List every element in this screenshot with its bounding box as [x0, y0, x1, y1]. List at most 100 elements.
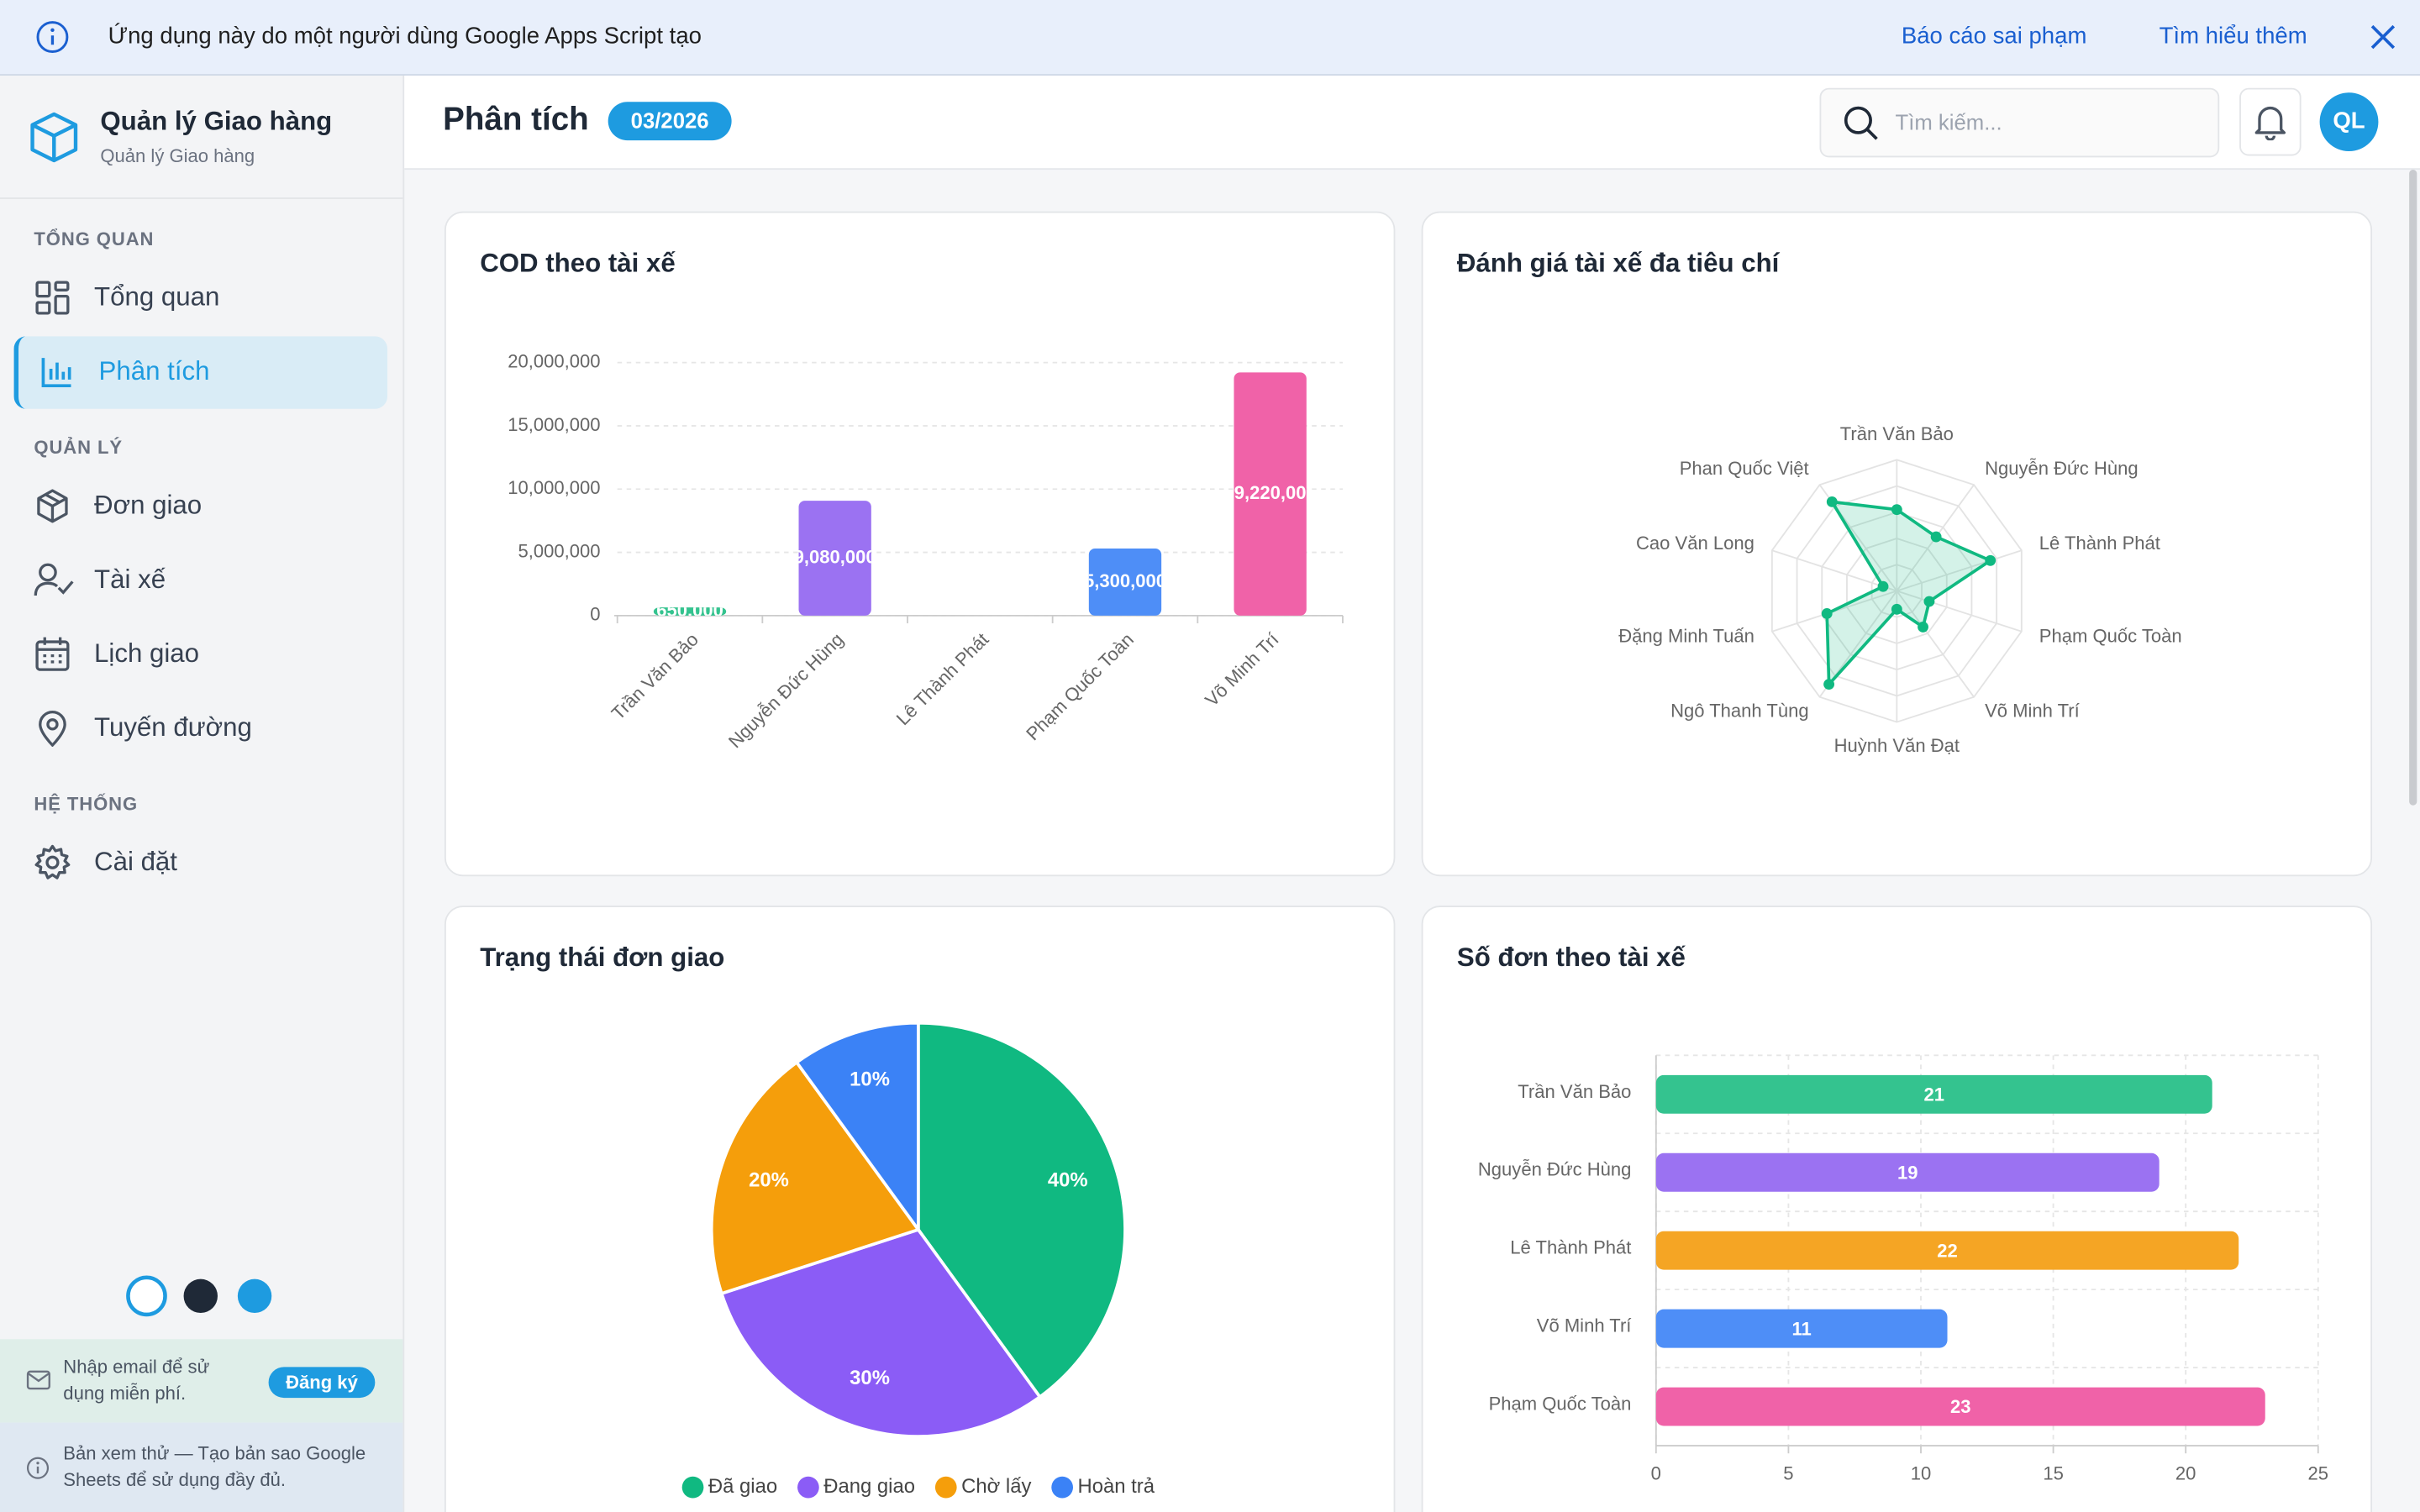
- theme-dark[interactable]: [183, 1278, 218, 1314]
- bar: [1655, 1231, 2239, 1270]
- value-label: 20%: [749, 1168, 789, 1191]
- app-subtitle: Quản lý Giao hàng: [100, 144, 255, 167]
- nav-active-bg: [13, 336, 388, 409]
- x-tick-label: Lê Thành Phát: [892, 629, 993, 730]
- x-tick-label: Phạm Quốc Toàn: [1022, 629, 1138, 745]
- bell-icon: [2254, 106, 2286, 141]
- section-heading: QUẢN LÝ: [34, 436, 124, 459]
- nav-item[interactable]: Phân tích: [98, 356, 210, 386]
- report-link[interactable]: Báo cáo sai phạm: [1901, 23, 2087, 50]
- axis-label: Phạm Quốc Toàn: [2039, 625, 2182, 646]
- pie-slice: [917, 1021, 1127, 1399]
- pie-slice: [719, 1227, 1043, 1438]
- axis-label: Đặng Minh Tuấn: [1618, 625, 1754, 646]
- app-title: Quản lý Giao hàng: [100, 106, 333, 136]
- logo: [30, 112, 78, 163]
- theme-blue[interactable]: [237, 1278, 272, 1314]
- section-heading: HỆ THỐNG: [34, 793, 139, 815]
- divider: [0, 197, 403, 199]
- signup-box: Nhập email để sử dụng miễn phí. Đăng ký: [0, 1339, 403, 1423]
- nav-icon: [34, 844, 71, 879]
- legend-swatch: [934, 1476, 957, 1499]
- close-button[interactable]: [2369, 24, 2396, 51]
- y-tick-label: 0: [590, 604, 600, 625]
- value-label: 30%: [850, 1367, 890, 1389]
- nav-icon: [34, 563, 74, 596]
- radar-spoke: [1771, 549, 1897, 592]
- theme-switcher: [126, 1275, 272, 1317]
- y-tick-label: 5,000,000: [518, 540, 600, 561]
- info-icon: [36, 21, 69, 53]
- search-box[interactable]: Tìm kiếm...: [1819, 87, 2220, 158]
- chart-title: Số đơn theo tài xế: [1456, 942, 1686, 973]
- bar: [798, 501, 871, 616]
- bar: [1655, 1309, 1948, 1348]
- y-tick-label: 15,000,000: [508, 414, 600, 435]
- x-tick-label: 25: [2308, 1463, 2329, 1484]
- x-tick-label: Võ Minh Trí: [1201, 628, 1283, 711]
- value-label: 22: [1937, 1240, 1958, 1261]
- preview-note: Bản xem thử — Tạo bản sao Google Sheets …: [63, 1442, 366, 1491]
- legend-label: Chờ lấy: [961, 1475, 1031, 1498]
- nav-icon: [35, 281, 70, 315]
- radar-spoke: [1897, 590, 2023, 633]
- radar-spoke: [1896, 590, 1975, 698]
- nav-item[interactable]: Tuyến đường: [94, 712, 252, 743]
- legend-label: Hoàn trả: [1078, 1475, 1155, 1498]
- avatar[interactable]: QL: [2319, 92, 2379, 151]
- bar: [1088, 549, 1162, 616]
- sidebar: Quản lý Giao hàng Quản lý Giao hàng TỔNG…: [0, 76, 405, 1512]
- x-tick-label: 0: [1651, 1463, 1661, 1484]
- nav-item[interactable]: Tài xế: [94, 564, 166, 595]
- scrollbar: [2409, 170, 2417, 806]
- value-label: 23: [1950, 1396, 1971, 1417]
- chart-title: COD theo tài xế: [480, 248, 676, 278]
- signup-text: Nhập email để sử dụng miễn phí.: [63, 1356, 210, 1404]
- radar-point: [1930, 531, 1942, 543]
- axis-label: Ngô Thanh Tùng: [1670, 700, 1809, 721]
- nav-item[interactable]: Tổng quan: [94, 282, 220, 312]
- section-heading: TỔNG QUAN: [34, 228, 155, 250]
- value-label: 40%: [1048, 1168, 1088, 1191]
- radar-point: [1985, 554, 1996, 566]
- y-tick-label: Võ Minh Trí: [1537, 1315, 1633, 1336]
- period-badge: 03/2026: [608, 102, 732, 141]
- mail-icon: [26, 1370, 50, 1390]
- nav-icon: [35, 637, 70, 671]
- legend-label: Đã giao: [708, 1475, 777, 1498]
- nav-icon: [39, 711, 66, 747]
- legend-label: Đang giao: [823, 1475, 915, 1498]
- x-tick-label: 15: [2043, 1463, 2064, 1484]
- theme-light[interactable]: [126, 1275, 167, 1317]
- header: Phân tích 03/2026 Tìm kiếm... QL: [404, 76, 2420, 171]
- bar: [1655, 1074, 2212, 1114]
- pie-slice: [794, 1021, 920, 1235]
- learn-more-link[interactable]: Tìm hiểu thêm: [2159, 23, 2307, 50]
- radar-point: [1823, 679, 1835, 690]
- banner: Ứng dụng này do một người dùng Google Ap…: [0, 0, 2420, 76]
- bar: [653, 607, 727, 616]
- legend: Đã giao Đang giao Chờ lấy Hoàn trả: [681, 1475, 1155, 1499]
- notification-button[interactable]: [2239, 87, 2302, 156]
- radar-spoke: [1897, 549, 2023, 592]
- value-label: 650,000: [656, 600, 723, 621]
- nav-item[interactable]: Đơn giao: [94, 491, 203, 520]
- bar: [1655, 1387, 2265, 1426]
- signup-button[interactable]: Đăng ký: [268, 1367, 376, 1399]
- preview-box: Bản xem thử — Tạo bản sao Google Sheets …: [0, 1422, 403, 1512]
- chart-title: Trạng thái đơn giao: [480, 942, 725, 973]
- nav-item[interactable]: Lịch giao: [94, 638, 200, 669]
- axis-label: Nguyễn Đức Hùng: [1985, 458, 2139, 479]
- axis-label: Phan Quốc Việt: [1680, 458, 1809, 479]
- axis-label: Võ Minh Trí: [1985, 700, 2081, 721]
- nav-item[interactable]: Cài đặt: [94, 847, 177, 877]
- bar: [1655, 1152, 2160, 1192]
- y-tick-label: 20,000,000: [508, 350, 600, 371]
- x-tick-label: Nguyễn Đức Hùng: [724, 629, 848, 753]
- x-tick-label: Trần Văn Bảo: [608, 629, 702, 724]
- radar-point: [1923, 596, 1935, 607]
- radar-point: [1891, 504, 1902, 516]
